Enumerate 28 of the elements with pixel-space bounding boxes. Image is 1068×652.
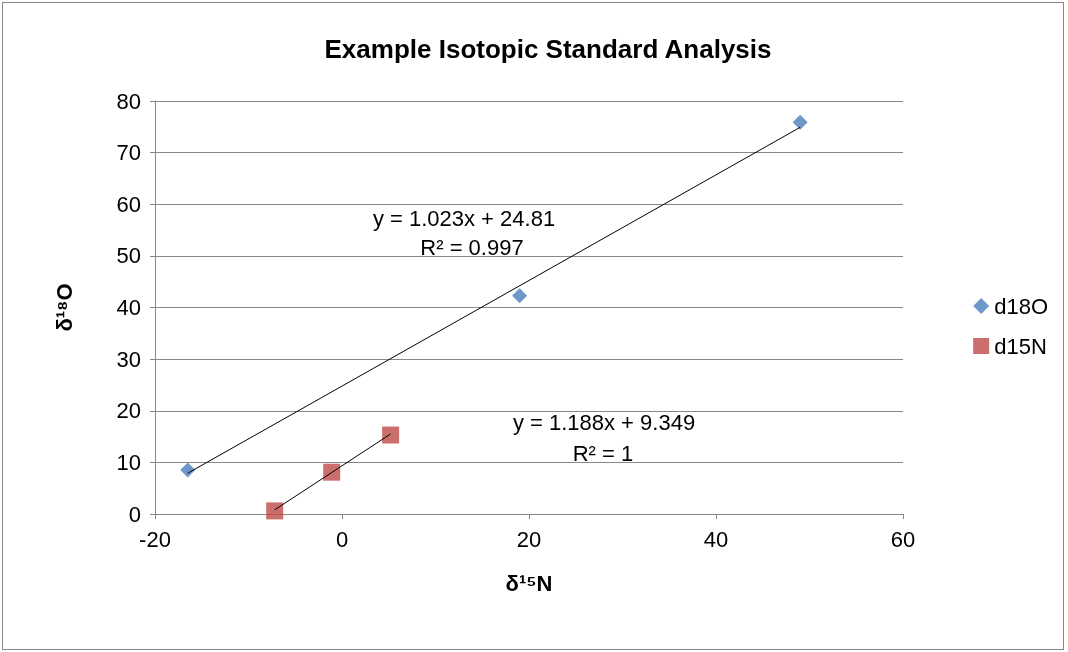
y-axis-title: δ¹⁸O (51, 283, 77, 332)
chart-title: Example Isotopic Standard Analysis (324, 34, 772, 64)
x-tick-label: -20 (139, 526, 171, 552)
y-tick-label: 60 (116, 191, 141, 217)
y-tick-label: 80 (116, 88, 141, 114)
y-tick-label: 50 (116, 243, 141, 269)
y-tick-label: 20 (116, 398, 141, 424)
point (792, 114, 808, 130)
x-tick-label: 0 (335, 526, 349, 552)
annotation: y = 1.188x + 9.349 (512, 409, 696, 435)
point (382, 426, 400, 444)
point (323, 463, 341, 481)
point (266, 502, 284, 520)
legend-label: d15N (994, 333, 1047, 359)
y-tick-label: 30 (116, 346, 141, 372)
x-tick-label: 40 (703, 526, 729, 552)
point (512, 288, 528, 304)
x-axis-title: δ¹⁵N (505, 570, 553, 596)
x-tick-label: 60 (890, 526, 916, 552)
y-tick-label: 10 (116, 449, 141, 475)
annotation: R² = 1 (572, 440, 634, 466)
legend-label: d18O (994, 293, 1049, 319)
y-tick-label: 40 (116, 295, 141, 320)
annotation: y = 1.023x + 24.81 (372, 205, 556, 231)
y-tick-label: 70 (116, 140, 141, 166)
y-tick-label: 0 (128, 501, 141, 527)
x-tick-label: 20 (516, 526, 542, 552)
annotation: R² = 0.997 (420, 234, 524, 260)
